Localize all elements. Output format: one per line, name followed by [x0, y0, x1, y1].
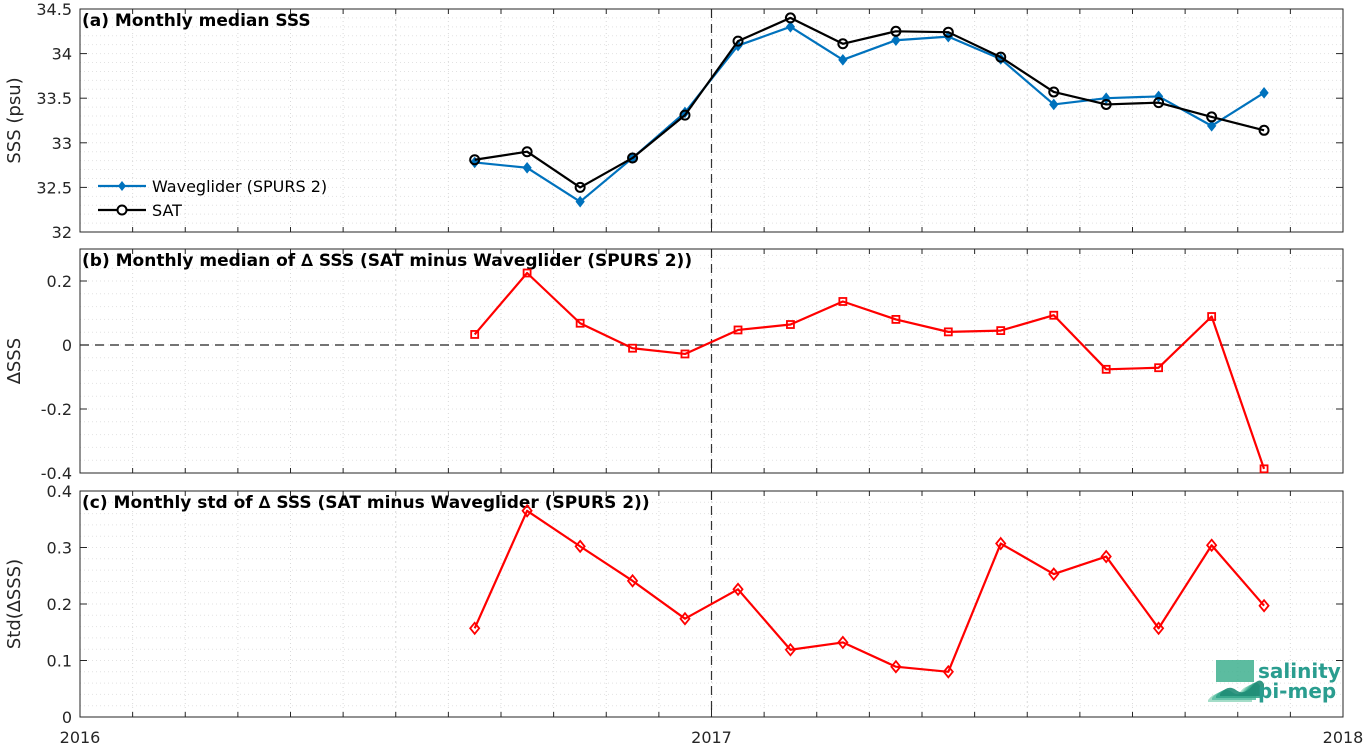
data-point — [996, 326, 1006, 336]
logo-block — [1216, 660, 1254, 682]
data-point — [470, 330, 480, 339]
data-point — [838, 54, 848, 66]
data-point — [995, 51, 1007, 63]
data-point — [1049, 98, 1059, 111]
y-tick-label: 33.5 — [36, 89, 72, 108]
y-tick-label: 0.2 — [47, 272, 72, 291]
data-point — [626, 573, 639, 588]
y-tick-label: 34 — [52, 45, 72, 64]
data-point — [943, 327, 953, 337]
panel-title: (a) Monthly median SSS — [82, 11, 311, 31]
y-tick-label: 0 — [62, 708, 72, 727]
data-point — [1153, 97, 1165, 109]
data-point — [785, 21, 796, 33]
data-point — [732, 582, 744, 597]
legend-entry: Waveglider (SPURS 2) — [152, 177, 327, 196]
data-point — [784, 12, 796, 24]
data-point — [1259, 464, 1269, 474]
data-point — [995, 536, 1007, 551]
x-tick-label: 2016 — [60, 728, 101, 745]
data-point — [942, 26, 954, 38]
data-point — [837, 38, 849, 50]
data-point — [574, 539, 586, 554]
panel-b-median-delta-sss: -0.4 -0.2 0 0.2 ∆SSS (b) Monthly median of ∆ … — [4, 248, 1344, 483]
y-tick-label: 0.3 — [47, 539, 72, 558]
data-point — [1205, 538, 1218, 553]
series-line — [474, 25, 1265, 203]
data-point — [1048, 86, 1060, 98]
y-axis-label: Std(∆SSS) — [4, 559, 25, 649]
panel-a-median-sss: 32 32.5 33 33.5 34 34.5 SSS (psu) (a) Monthly m… — [4, 0, 1344, 242]
legend-marker — [118, 181, 126, 191]
data-point — [890, 659, 902, 674]
panel-title: (b) Monthly median of ∆ SSS (SAT minus W… — [82, 251, 692, 271]
y-tick-label: 0 — [62, 336, 72, 355]
y-axis-label: ∆SSS — [4, 338, 25, 385]
data-point — [680, 349, 690, 359]
series-line — [473, 509, 1265, 673]
y-axis-label: SSS (psu) — [4, 77, 25, 163]
data-point — [1207, 312, 1217, 321]
series-line — [473, 271, 1266, 470]
data-point — [521, 503, 533, 518]
series-line — [474, 16, 1265, 189]
data-point — [469, 621, 481, 636]
logo-text-line2: pi-mep — [1258, 679, 1336, 703]
panel-title: (c) Monthly std of ∆ SSS (SAT minus Wave… — [82, 493, 650, 513]
data-point — [942, 664, 954, 679]
data-point — [1258, 598, 1270, 613]
y-tick-label: 33 — [52, 134, 72, 153]
y-tick-label: 0.4 — [47, 482, 72, 501]
data-point — [574, 181, 586, 193]
data-point — [469, 154, 481, 166]
y-tick-label: -0.2 — [41, 400, 72, 419]
data-point — [891, 314, 901, 324]
data-point — [733, 325, 743, 335]
data-point — [1152, 621, 1165, 636]
data-point — [575, 318, 585, 328]
legend-marker — [116, 204, 128, 216]
y-tick-label: 0.2 — [47, 595, 72, 614]
data-point — [837, 635, 849, 650]
data-point — [1100, 549, 1112, 564]
data-point — [891, 34, 901, 47]
data-point — [1100, 98, 1112, 110]
data-point — [784, 642, 797, 657]
data-point — [1206, 111, 1218, 123]
legend: Waveglider (SPURS 2) SAT — [98, 177, 327, 220]
data-point — [1259, 87, 1269, 99]
logo-text-line1: salinity — [1258, 659, 1341, 683]
data-point — [1154, 363, 1164, 373]
data-point — [786, 320, 795, 329]
logo-wave — [1220, 680, 1264, 696]
data-point — [522, 161, 532, 174]
legend-entry: SAT — [152, 201, 182, 220]
data-point — [679, 611, 691, 626]
y-tick-label: 0.1 — [47, 652, 72, 671]
data-point — [575, 195, 585, 208]
data-point — [1049, 310, 1059, 320]
data-point — [1101, 364, 1111, 374]
data-point — [521, 146, 533, 158]
data-point — [1207, 120, 1217, 132]
data-point — [838, 297, 848, 306]
data-point — [1048, 567, 1060, 581]
y-tick-label: 34.5 — [36, 0, 72, 19]
x-tick-label: 2017 — [691, 728, 732, 745]
x-tick-label: 2018 — [1323, 728, 1364, 745]
y-tick-label: 32 — [52, 223, 72, 242]
data-point — [890, 25, 902, 37]
data-point — [627, 152, 639, 164]
y-tick-label: -0.4 — [41, 464, 72, 483]
data-point — [522, 268, 532, 278]
data-point — [628, 343, 637, 353]
y-tick-label: 32.5 — [36, 178, 72, 197]
data-point — [679, 109, 691, 121]
data-point — [732, 35, 744, 47]
data-point — [1258, 124, 1270, 136]
panel-c-std-delta-sss: 0 0.1 0.2 0.3 0.4 2016 2017 2018 Std(∆SSS) (c) Mo… — [4, 482, 1363, 745]
